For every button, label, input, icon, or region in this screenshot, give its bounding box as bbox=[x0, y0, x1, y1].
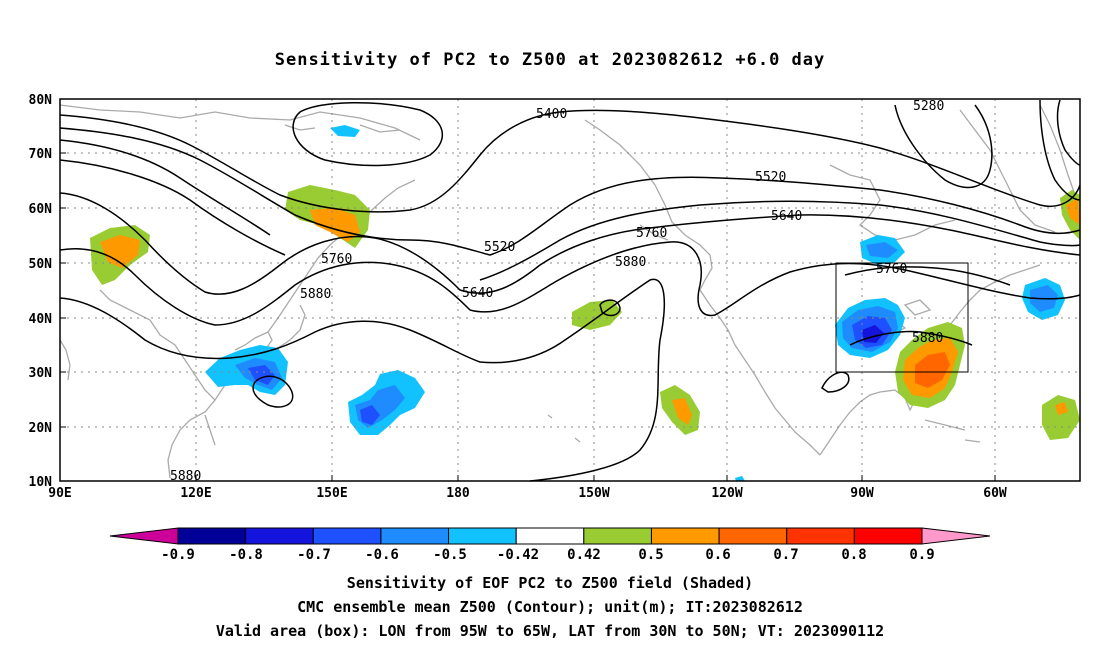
contour-label: 5640 bbox=[771, 209, 802, 224]
colorbar-tick: 0.9 bbox=[909, 547, 934, 563]
colorbar-box bbox=[312, 527, 382, 545]
colorbar-low-end bbox=[109, 527, 179, 545]
contour-label: 5520 bbox=[484, 240, 515, 255]
lat-label: 80N bbox=[29, 93, 53, 108]
colorbar: -0.9 -0.8 -0.7 -0.6 -0.5 -0.42 0.42 0.5 … bbox=[109, 527, 991, 563]
contour-label: 5880 bbox=[300, 287, 331, 302]
latitude-labels: 80N 70N 60N 50N 40N 30N 20N 10N bbox=[29, 93, 53, 490]
map-background bbox=[60, 99, 1080, 481]
colorbar-tick: -0.9 bbox=[161, 547, 195, 563]
contour-label: 5280 bbox=[913, 99, 944, 114]
colorbar-tick: -0.7 bbox=[297, 547, 331, 563]
colorbar-box bbox=[786, 527, 855, 545]
map-title: Sensitivity of PC2 to Z500 at 2023082612… bbox=[274, 50, 826, 70]
footer-line-1: Sensitivity of EOF PC2 to Z500 field (Sh… bbox=[346, 574, 754, 592]
colorbar-box bbox=[853, 527, 923, 545]
colorbar-box bbox=[177, 527, 247, 545]
lon-label: 90W bbox=[850, 486, 874, 501]
colorbar-tick: -0.8 bbox=[229, 547, 263, 563]
z500-contours bbox=[59, 99, 1081, 482]
longitude-labels: 90E 120E 150E 180 150W 120W 90W 60W bbox=[48, 486, 1007, 501]
lon-label: 120W bbox=[711, 486, 742, 501]
lon-label: 120E bbox=[180, 486, 211, 501]
colorbar-tick: -0.42 bbox=[497, 547, 539, 563]
colorbar-box bbox=[380, 527, 450, 545]
contour-label: 5760 bbox=[876, 262, 907, 277]
colorbar-box bbox=[245, 527, 314, 545]
contour-label: 5760 bbox=[321, 252, 352, 267]
contour-label: 5640 bbox=[462, 286, 493, 301]
shaded-sensitivity bbox=[90, 125, 1080, 481]
valid-area-box bbox=[835, 262, 969, 373]
lat-label: 60N bbox=[29, 202, 53, 217]
contour-label: 5880 bbox=[912, 331, 943, 346]
lon-label: 150E bbox=[316, 486, 347, 501]
colorbar-tick: -0.6 bbox=[365, 547, 399, 563]
lat-label: 50N bbox=[29, 257, 53, 272]
colorbar-tick: 0.7 bbox=[773, 547, 798, 563]
lon-label: 150W bbox=[578, 486, 609, 501]
contour-label: 5760 bbox=[636, 226, 667, 241]
colorbar-tick: -0.5 bbox=[433, 547, 467, 563]
footer-line-2: CMC ensemble mean Z500 (Contour); unit(m… bbox=[297, 598, 803, 616]
tick-marks bbox=[60, 98, 996, 481]
lat-label: 70N bbox=[29, 147, 53, 162]
contour-label: 5520 bbox=[755, 170, 786, 185]
colorbar-tick: 0.42 bbox=[567, 547, 601, 563]
lon-label: 60W bbox=[983, 486, 1007, 501]
footer-line-3: Valid area (box): LON from 95W to 65W, L… bbox=[215, 622, 885, 640]
colorbar-box bbox=[650, 527, 720, 545]
colorbar-high-end bbox=[921, 527, 991, 545]
contour-labels: 5400 5280 5520 5640 5760 5880 5520 5640 … bbox=[170, 99, 944, 484]
colorbar-tick-labels: -0.9 -0.8 -0.7 -0.6 -0.5 -0.42 0.42 0.5 … bbox=[161, 547, 935, 563]
colorbar-box bbox=[583, 527, 652, 545]
lon-label: 180 bbox=[446, 486, 470, 501]
colorbar-tick: 0.5 bbox=[638, 547, 663, 563]
gridlines bbox=[60, 99, 1080, 481]
colorbar-tick: 0.6 bbox=[705, 547, 730, 563]
colorbar-tick: 0.8 bbox=[841, 547, 866, 563]
colorbar-boxes bbox=[177, 527, 923, 545]
colorbar-box bbox=[448, 527, 517, 545]
colorbar-box bbox=[718, 527, 788, 545]
lat-label: 20N bbox=[29, 421, 53, 436]
contour-label: 5400 bbox=[536, 107, 567, 122]
lat-label: 10N bbox=[29, 475, 53, 490]
colorbar-box bbox=[515, 527, 585, 545]
contour-label: 5880 bbox=[615, 255, 646, 270]
lat-label: 30N bbox=[29, 366, 53, 381]
lat-label: 40N bbox=[29, 312, 53, 327]
lon-label: 90E bbox=[48, 486, 71, 501]
map-frame bbox=[59, 98, 1081, 482]
